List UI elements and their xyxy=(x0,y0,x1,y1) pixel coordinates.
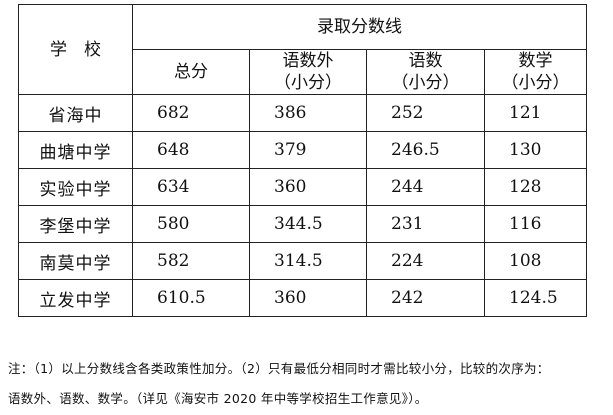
score-cell: 124.5 xyxy=(484,279,587,317)
score-line-header: 录取分数线 xyxy=(132,4,587,50)
score-cell: 582 xyxy=(132,242,250,280)
table-row: 南莫中学 582 314.5 224 108 xyxy=(18,242,587,280)
score-cell: 242 xyxy=(366,279,485,317)
table-row: 省海中 682 386 252 121 xyxy=(18,94,587,132)
score-cell: 252 xyxy=(366,94,485,132)
school-name: 省海中 xyxy=(18,94,133,132)
score-cell: 360 xyxy=(249,168,367,206)
school-name: 南莫中学 xyxy=(18,242,133,280)
score-cell: 580 xyxy=(132,205,250,243)
table-row: 立发中学 610.5 360 242 124.5 xyxy=(18,279,587,317)
note-line-2: 语数外、语数、数学。（详见《海安市 2020 年中等学校招生工作意见》）。 xyxy=(8,391,428,406)
school-name: 曲塘中学 xyxy=(18,131,133,169)
school-header: 学 校 xyxy=(18,4,133,95)
table-row: 曲塘中学 648 379 246.5 130 xyxy=(18,131,587,169)
score-cell: 244 xyxy=(366,168,485,206)
score-cell: 634 xyxy=(132,168,250,206)
score-cell: 610.5 xyxy=(132,279,250,317)
school-name: 实验中学 xyxy=(18,168,133,206)
score-cell: 121 xyxy=(484,94,587,132)
score-cell: 682 xyxy=(132,94,250,132)
score-cell: 379 xyxy=(249,131,367,169)
score-cell: 130 xyxy=(484,131,587,169)
column-header: 总分 xyxy=(132,49,250,95)
column-header: 语数 （小分） xyxy=(366,49,485,95)
score-cell: 648 xyxy=(132,131,250,169)
score-cell: 128 xyxy=(484,168,587,206)
note-line-1: 注：（1）以上分数线含各类政策性加分。（2）只有最低分相同时才需比较小分，比较的… xyxy=(8,361,550,376)
score-cell: 344.5 xyxy=(249,205,367,243)
score-cell: 386 xyxy=(249,94,367,132)
score-cell: 116 xyxy=(484,205,587,243)
score-cell: 108 xyxy=(484,242,587,280)
score-cell: 314.5 xyxy=(249,242,367,280)
score-cell: 360 xyxy=(249,279,367,317)
table-row: 实验中学 634 360 244 128 xyxy=(18,168,587,206)
school-name: 立发中学 xyxy=(18,279,133,317)
column-header: 数学 （小分） xyxy=(484,49,587,95)
column-header: 语数外 （小分） xyxy=(249,49,367,95)
score-cell: 246.5 xyxy=(366,131,485,169)
score-cell: 224 xyxy=(366,242,485,280)
table-row: 李堡中学 580 344.5 231 116 xyxy=(18,205,587,243)
score-cell: 231 xyxy=(366,205,485,243)
school-name: 李堡中学 xyxy=(18,205,133,243)
admission-score-table: 学 校 录取分数线 总分 语数外 （小分） 语数 （小分） 数学 （小分） 省海中 68… xyxy=(18,4,587,317)
